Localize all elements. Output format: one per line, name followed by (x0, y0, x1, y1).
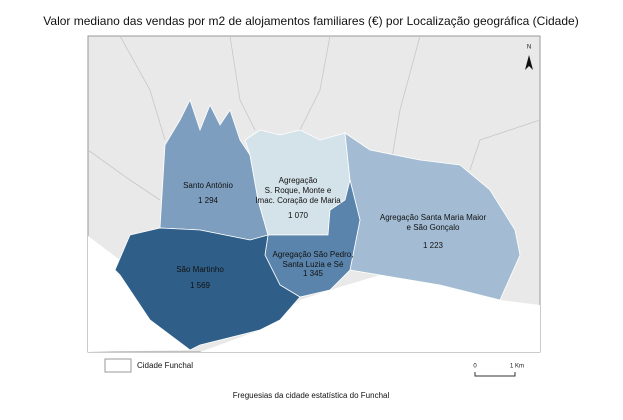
background-boundaries (87, 35, 541, 201)
region-name: e São Gonçalo (407, 223, 460, 232)
region-value: 1 223 (423, 241, 444, 250)
region (114, 227, 301, 351)
north-label: N (527, 45, 531, 51)
region-value: 1 569 (190, 281, 211, 290)
region-name: Agregação Santa Maria Maior (380, 213, 487, 222)
north-arrow (525, 55, 533, 70)
region-name: Imac. Coração de Maria (255, 196, 341, 205)
region-name: S. Roque, Monte e (265, 186, 332, 195)
caption: Freguesias da cidade estatística do Func… (233, 391, 390, 400)
region-value: 1 345 (303, 269, 324, 278)
legend-label: Cidade Funchal (137, 361, 193, 370)
title: Valor mediano das vendas por m2 de aloja… (43, 14, 578, 28)
region-name: Agregação São Pedro, (273, 250, 354, 259)
region-name: São Martinho (176, 265, 224, 274)
region-name: Agregação (279, 176, 318, 185)
legend-swatch (104, 358, 132, 373)
region-name: Santo António (183, 181, 233, 190)
region-value: 1 294 (198, 196, 219, 205)
sea (88, 236, 540, 352)
region-name: Santa Luzia e Sé (283, 260, 344, 269)
scale-label: 0 (473, 364, 477, 370)
region-value: 1 070 (288, 211, 309, 220)
scale-bar (474, 372, 516, 377)
scale-label: 1 Km (510, 364, 524, 370)
